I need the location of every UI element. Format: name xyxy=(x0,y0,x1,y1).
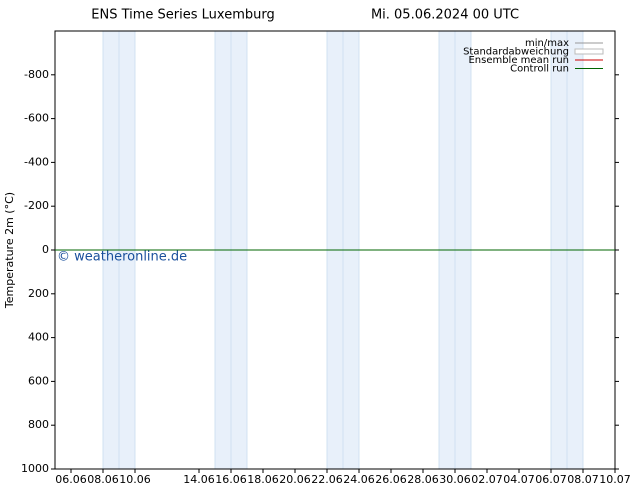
x-tick-label: 22.06 xyxy=(311,473,343,486)
y-tick-label: 400 xyxy=(28,331,49,344)
y-axis-label: Temperature 2m (°C) xyxy=(3,192,16,309)
y-tick-label: 800 xyxy=(28,418,49,431)
y-tick-label: 600 xyxy=(28,374,49,387)
y-tick-label: -600 xyxy=(24,112,49,125)
x-tick-label: 10.07 xyxy=(599,473,631,486)
y-tick-label: 0 xyxy=(42,243,49,256)
x-tick-label: 20.06 xyxy=(279,473,311,486)
x-tick-label: 18.06 xyxy=(247,473,279,486)
x-tick-label: 02.07 xyxy=(471,473,503,486)
chart-subtitle: Mi. 05.06.2024 00 UTC xyxy=(371,8,519,23)
legend-label: Controll run xyxy=(510,64,569,75)
x-tick-label: 16.06 xyxy=(215,473,247,486)
y-tick-label: -400 xyxy=(24,155,49,168)
legend-swatch xyxy=(574,48,604,55)
x-tick-label: 06.07 xyxy=(535,473,567,486)
x-tick-label: 26.06 xyxy=(375,473,407,486)
legend-label: Ensemble mean run xyxy=(468,55,569,66)
y-tick-label: 1000 xyxy=(21,462,49,475)
legend-label: min/max xyxy=(525,38,569,49)
y-tick-label: -200 xyxy=(24,199,49,212)
x-tick-label: 08.06 xyxy=(87,473,119,486)
x-tick-label: 14.06 xyxy=(183,473,215,486)
y-tick-label: -800 xyxy=(24,68,49,81)
chart-title: ENS Time Series Luxemburg xyxy=(91,8,274,23)
x-tick-label: 24.06 xyxy=(343,473,375,486)
x-tick-label: 10.06 xyxy=(119,473,151,486)
x-tick-label: 30.06 xyxy=(439,473,471,486)
x-tick-label: 08.07 xyxy=(567,473,599,486)
x-tick-label: 04.07 xyxy=(503,473,535,486)
legend-label: Standardabweichung xyxy=(463,47,569,58)
y-tick-label: 200 xyxy=(28,287,49,300)
x-tick-label: 28.06 xyxy=(407,473,439,486)
watermark: © weatheronline.de xyxy=(57,250,187,265)
x-tick-label: 06.06 xyxy=(55,473,87,486)
